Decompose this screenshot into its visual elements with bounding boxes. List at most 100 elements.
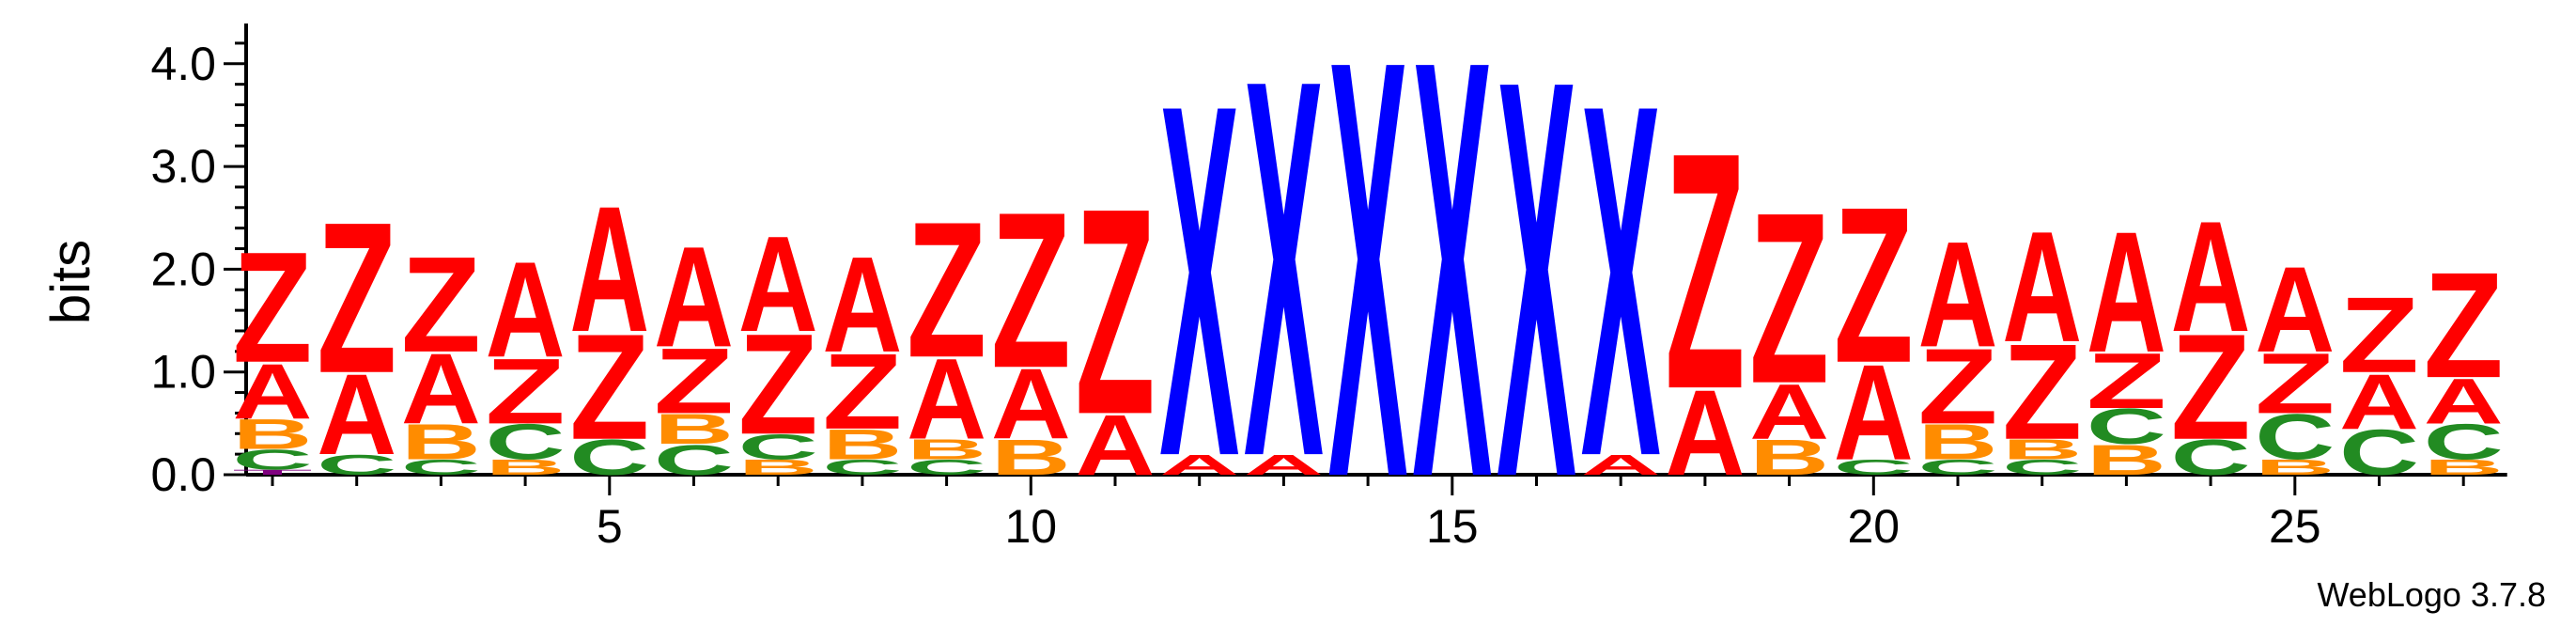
logo-letter-C: C bbox=[401, 455, 481, 479]
logo-letter-Z: Z bbox=[1665, 83, 1745, 460]
x-tick-label: 10 bbox=[1004, 500, 1057, 553]
stack-position-5: CZA bbox=[569, 168, 649, 486]
x-tick-label: 20 bbox=[1847, 500, 1900, 553]
logo-letter-B: B bbox=[2255, 455, 2335, 479]
logo-letter-C: C bbox=[232, 444, 312, 476]
logo-letter-Z: Z bbox=[1749, 164, 1829, 435]
y-tick-label: 3.0 bbox=[150, 140, 216, 193]
logo-letter-X: X bbox=[1244, 0, 1325, 569]
logo-letter-A: A bbox=[233, 347, 313, 435]
logo-letter-C: C bbox=[317, 449, 396, 481]
logo-letter-A: A bbox=[822, 227, 902, 381]
logo-letter-A: A bbox=[1918, 211, 1998, 379]
logo-letter-B: B bbox=[654, 405, 734, 453]
logo-letter-Z: Z bbox=[2171, 302, 2251, 470]
logo-letter-A: A bbox=[907, 336, 986, 463]
logo-letter-A: A bbox=[569, 168, 649, 369]
logo-letter-B: B bbox=[1918, 415, 1998, 471]
logo-letter-A: A bbox=[1244, 449, 1324, 481]
stack-position-19: BAZ bbox=[1749, 164, 1829, 486]
stack-position-12: AX bbox=[1159, 0, 1240, 561]
logo-letter-Z: Z bbox=[1076, 149, 1156, 477]
stack-position-10: BAZ bbox=[991, 166, 1071, 486]
logo-letter-A: A bbox=[2339, 356, 2419, 445]
logo-letter-C: C bbox=[569, 430, 649, 486]
logo-letter-C: C bbox=[1834, 455, 1914, 479]
logo-letter-Z: Z bbox=[486, 339, 566, 444]
logo-letter-A: A bbox=[2255, 243, 2335, 379]
x-tick-label: 15 bbox=[1426, 500, 1479, 553]
y-tick-label: 2.0 bbox=[150, 243, 216, 295]
logo-letter-C: C bbox=[2171, 430, 2251, 486]
logo-letter-Z: Z bbox=[317, 178, 396, 418]
logo-letter-C: C bbox=[654, 435, 734, 483]
logo-letter-X: X bbox=[1159, 0, 1240, 561]
stack-position-14: X bbox=[1328, 0, 1409, 601]
y-tick-label: 1.0 bbox=[150, 346, 216, 399]
logo-letter-A: A bbox=[2087, 196, 2166, 388]
x-axis: 5 10 15 20 25 bbox=[246, 473, 2507, 553]
logo-letter-B: B bbox=[738, 455, 818, 479]
stack-position-26: CAZ bbox=[2339, 274, 2419, 489]
logo-letter-A: A bbox=[1076, 398, 1156, 494]
logo-letter-A: A bbox=[486, 233, 566, 386]
stack-position-24: CZA bbox=[2171, 188, 2251, 485]
logo-letter-C: C bbox=[2087, 399, 2166, 455]
logo-letter-A: A bbox=[991, 348, 1071, 461]
logo-letter-Z: Z bbox=[401, 228, 481, 381]
logo-letter-C: C bbox=[2002, 455, 2082, 479]
stack-position-13: AX bbox=[1244, 0, 1325, 569]
logo-letter-Z: Z bbox=[569, 302, 649, 470]
logo-letter-A: A bbox=[738, 207, 818, 360]
logo-letter-B: B bbox=[232, 410, 312, 458]
logo-letter-C: C bbox=[907, 455, 986, 479]
logo-letter-A: A bbox=[654, 217, 734, 377]
logo-letter-Z: Z bbox=[2087, 337, 2166, 426]
stack-position-17: AX bbox=[1581, 0, 1662, 561]
logo-letter-B: B bbox=[486, 455, 566, 479]
logo-letter-Z: Z bbox=[233, 218, 313, 395]
x-tick-label: 25 bbox=[2269, 500, 2321, 553]
logo-letter-T: T bbox=[233, 468, 313, 477]
logo-letter-Z: Z bbox=[1834, 161, 1914, 410]
y-tick-label: 4.0 bbox=[150, 38, 216, 90]
stack-position-20: CAZ bbox=[1834, 161, 1914, 488]
logo-letter-Z: Z bbox=[907, 182, 986, 399]
stack-position-15: X bbox=[1412, 0, 1493, 601]
logo-letter-B: B bbox=[1749, 430, 1829, 486]
logo-letter-A: A bbox=[1834, 336, 1914, 489]
logo-letter-A: A bbox=[2171, 188, 2251, 365]
logo-letter-B: B bbox=[907, 433, 986, 465]
logo-letter-Z: Z bbox=[2002, 316, 2082, 468]
logo-letter-C: C bbox=[486, 415, 566, 471]
logo-letter-C: C bbox=[822, 455, 902, 479]
logo-letter-Z: Z bbox=[991, 166, 1071, 415]
logo-letter-C: C bbox=[2339, 417, 2419, 489]
logo-letter-Z: Z bbox=[2424, 241, 2504, 409]
y-axis-title: bits bbox=[40, 240, 101, 324]
stack-position-16: X bbox=[1497, 0, 1577, 596]
logo-letter-C: C bbox=[2424, 415, 2504, 471]
logo-letter-C: C bbox=[2255, 401, 2335, 473]
logo-letter-X: X bbox=[1581, 0, 1662, 561]
logo-letter-A: A bbox=[1159, 449, 1239, 481]
logo-letter-C: C bbox=[1918, 455, 1998, 479]
logo-letter-Z: Z bbox=[738, 304, 818, 463]
logo-letter-A: A bbox=[317, 351, 396, 478]
logo-letter-B: B bbox=[822, 420, 902, 468]
logo-letter-A: A bbox=[1665, 366, 1745, 502]
logo-letter-A: A bbox=[2002, 198, 2082, 375]
logo-letter-B: B bbox=[401, 415, 481, 471]
stack-position-11: AZ bbox=[1076, 149, 1156, 494]
stack-position-2: CAZ bbox=[317, 178, 396, 481]
logo-letter-B: B bbox=[2087, 435, 2166, 483]
logo-letter-B: B bbox=[2002, 433, 2082, 465]
x-tick-label: 5 bbox=[597, 500, 623, 553]
